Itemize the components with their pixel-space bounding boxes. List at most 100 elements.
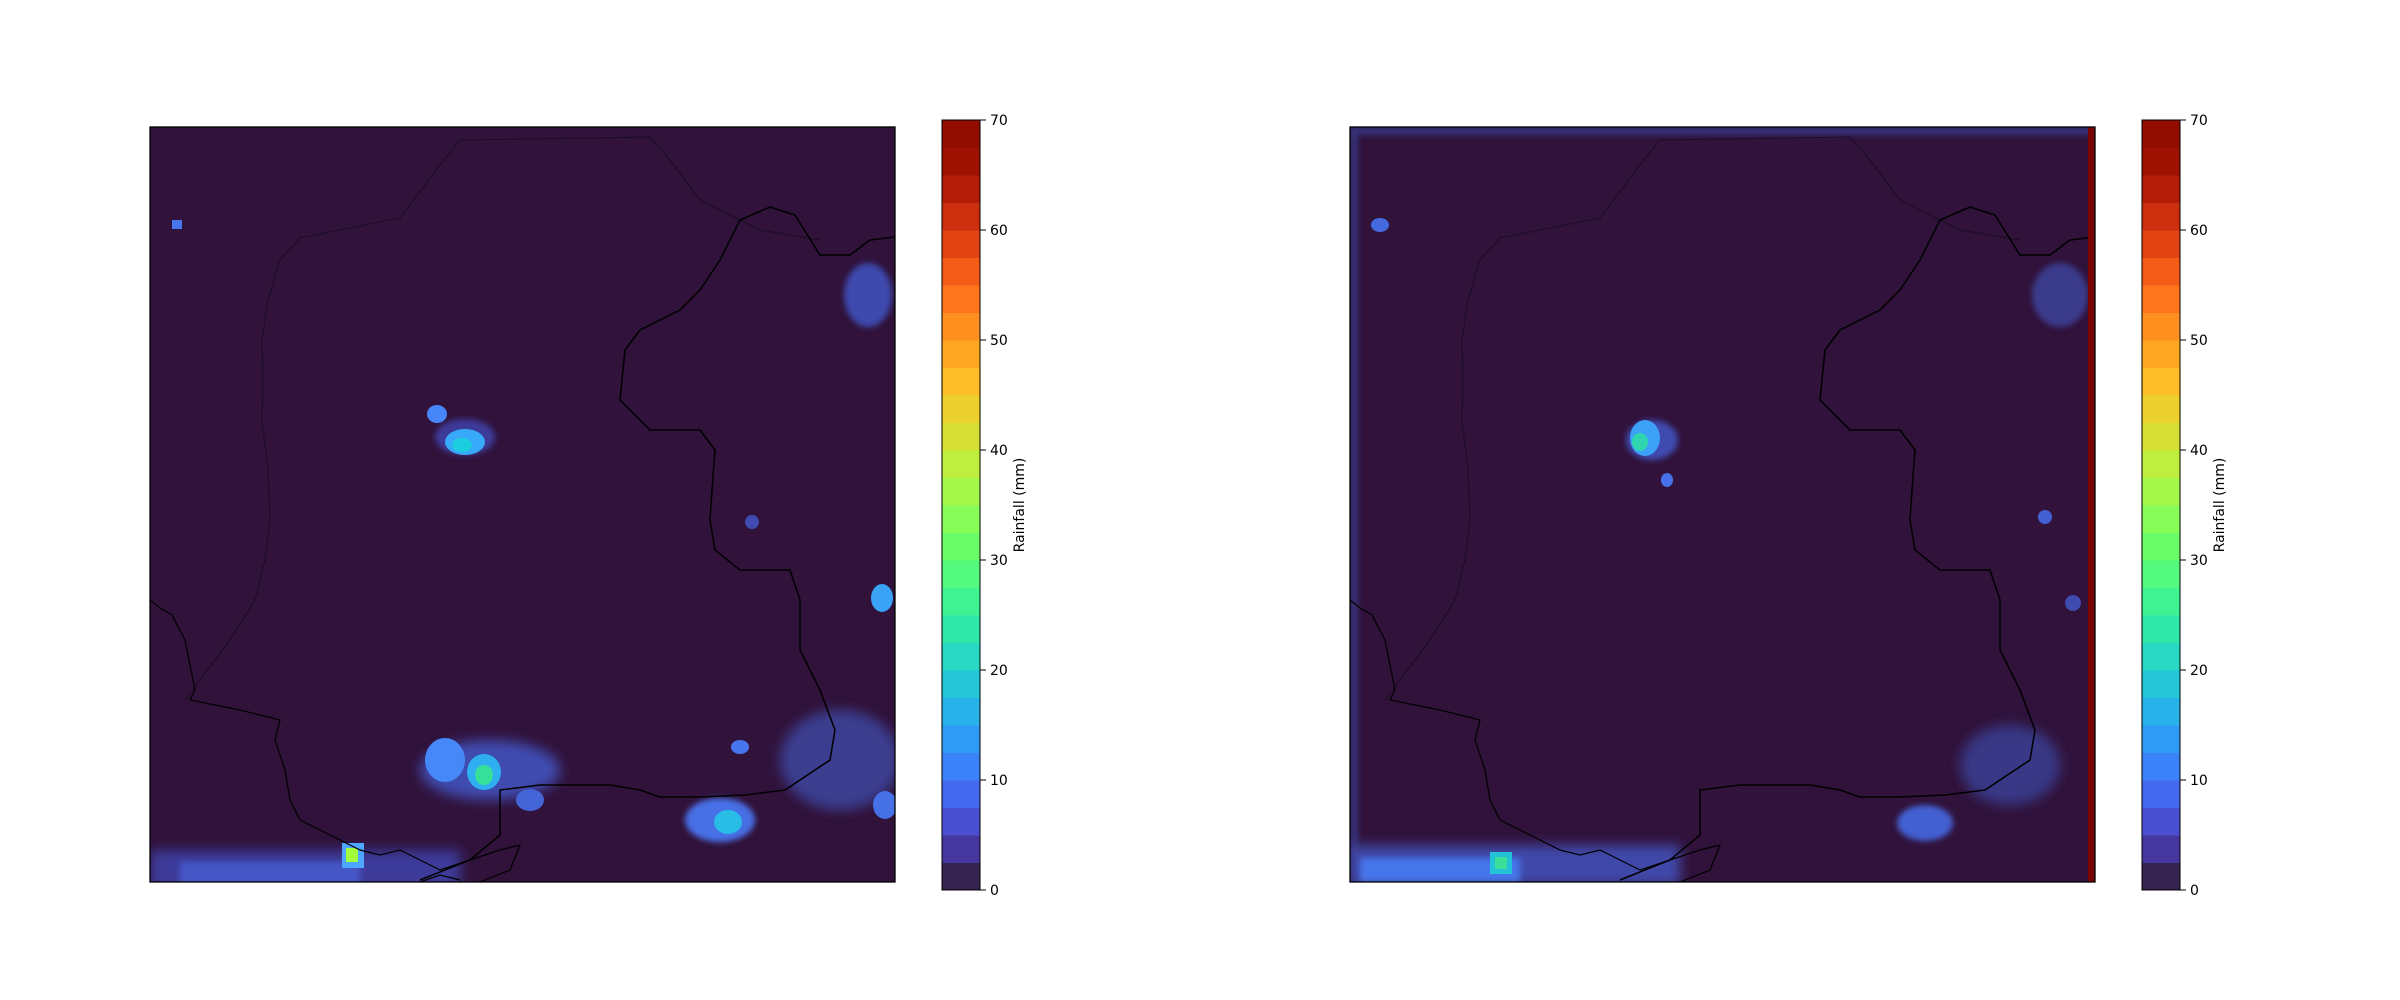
colorbar-swatch [942, 340, 980, 368]
colorbar-swatch [942, 202, 980, 231]
colorbar-swatch [942, 642, 980, 671]
colorbar-swatch [2142, 230, 2180, 258]
colorbar-ticks: 0 10 20 30 40 50 60 70 [980, 113, 1008, 899]
colorbar-swatch [942, 285, 980, 313]
coastline [1350, 599, 1721, 882]
colorbar-tick-label: 0 [2190, 883, 2199, 899]
colorbar-swatch [942, 862, 980, 891]
colorbar-swatch [942, 615, 980, 643]
colorbar-tick-label: 50 [2190, 333, 2208, 349]
rain-cell [1960, 725, 2060, 805]
colorbar-swatch [2142, 532, 2180, 561]
colorbar-swatch [942, 422, 980, 451]
rain-cell [516, 789, 544, 811]
rain-cell [1495, 857, 1507, 869]
rain-cell [2038, 510, 2052, 524]
colorbar-swatch [2142, 477, 2180, 506]
rain-cell [1371, 218, 1389, 232]
colorbar-swatch [942, 532, 980, 561]
rain-cell [475, 765, 493, 785]
colorbar-swatch [2142, 367, 2180, 396]
rain-cell [1661, 473, 1673, 487]
colorbar-swatch [2142, 175, 2180, 203]
colorbar-tick-label: 70 [2190, 113, 2208, 129]
country-border [1619, 206, 2095, 881]
colorbar-tick-label: 30 [2190, 553, 2208, 569]
rain-cell [427, 405, 447, 423]
map-panel-right [1349, 126, 2096, 883]
colorbar-tick-label: 20 [2190, 663, 2208, 679]
colorbar-left: 0 10 20 30 40 50 60 70 Rainfall (mm) [941, 113, 1028, 899]
colorbar-swatch [942, 835, 980, 863]
colorbar-label: Rainfall (mm) [1012, 458, 1028, 553]
colorbar-swatch [942, 670, 980, 698]
colorbar-swatch [2142, 752, 2180, 781]
colorbar-swatch [942, 807, 980, 836]
colorbar-swatch [2142, 835, 2180, 863]
colorbar-swatch [2142, 725, 2180, 753]
region-border [184, 136, 821, 701]
colorbar-tick-label: 50 [990, 333, 1008, 349]
country-border [419, 206, 895, 881]
colorbar-tick-label: 10 [990, 773, 1008, 789]
rain-cell [1897, 805, 1953, 841]
colorbar-swatch [2142, 340, 2180, 368]
colorbar-swatch [942, 312, 980, 341]
map-panel-left [149, 126, 896, 883]
colorbar-swatch [942, 505, 980, 533]
colorbar-swatch [942, 450, 980, 478]
colorbar-tick-label: 0 [990, 883, 999, 899]
rain-cell [346, 848, 358, 862]
colorbar-swatch [942, 367, 980, 396]
colorbar-swatch [942, 395, 980, 423]
coastline [150, 599, 521, 882]
colorbar-swatch [942, 752, 980, 781]
colorbar-tick-label: 60 [2190, 223, 2208, 239]
colorbar-swatch [942, 477, 980, 506]
colorbar-swatch [942, 257, 980, 286]
colorbar-swatch [2142, 587, 2180, 616]
rain-cell [745, 515, 759, 529]
colorbar-swatch [942, 120, 980, 148]
colorbar-tick-label: 70 [990, 113, 1008, 129]
colorbar-swatch [2142, 862, 2180, 891]
rain-cell [172, 220, 182, 229]
colorbar-swatch [2142, 202, 2180, 231]
map-frame-right [1349, 126, 2096, 883]
colorbar-swatch [942, 587, 980, 616]
colorbar-swatch [2142, 257, 2180, 286]
colorbar-tick-label: 10 [2190, 773, 2208, 789]
rainfall-field-left [150, 136, 895, 882]
colorbar-swatch [2142, 147, 2180, 176]
colorbar-swatches [2142, 120, 2180, 891]
colorbar-swatch [2142, 120, 2180, 148]
colorbar-frame [2141, 119, 2181, 891]
edge-artifact-strip [2088, 127, 2095, 882]
rain-cell [844, 263, 892, 327]
colorbar-swatch [942, 175, 980, 203]
colorbar-swatch [2142, 697, 2180, 726]
colorbar-swatch [942, 560, 980, 588]
colorbar-ticks: 0 10 20 30 40 50 60 70 [2180, 113, 2208, 899]
rain-cell [425, 738, 465, 782]
rainfall-field-right [1350, 127, 2095, 882]
colorbar-tick-label: 40 [2190, 443, 2208, 459]
colorbar-swatch [942, 230, 980, 258]
colorbar-tick-label: 40 [990, 443, 1008, 459]
colorbar-swatch [2142, 615, 2180, 643]
colorbar-label: Rainfall (mm) [2212, 458, 2228, 553]
colorbar-right: 0 10 20 30 40 50 60 70 Rainfall (mm) [2141, 113, 2228, 899]
rain-cell [2032, 263, 2088, 327]
rain-band [1350, 127, 1358, 882]
colorbar-swatch [2142, 395, 2180, 423]
map-frame-left [149, 126, 896, 883]
colorbar-frame [941, 119, 981, 891]
coastline [419, 874, 461, 882]
region-border [1384, 136, 2021, 701]
rain-cell [2065, 595, 2081, 611]
rain-cell [731, 740, 749, 754]
colorbar-swatch [2142, 450, 2180, 478]
colorbar-tick-label: 20 [990, 663, 1008, 679]
colorbar-swatch [2142, 780, 2180, 808]
